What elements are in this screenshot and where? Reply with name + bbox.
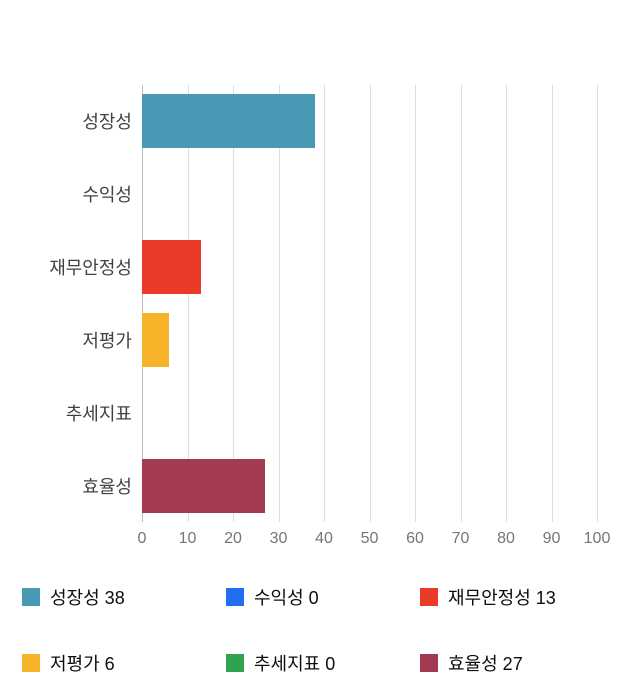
x-tick-label: 70	[451, 530, 470, 547]
x-tick-label: 20	[224, 530, 242, 547]
chart-row: 추세지표	[0, 376, 597, 449]
gridline-50	[369, 85, 371, 522]
x-tick-label: 0	[137, 530, 147, 547]
chart-row: 저평가	[0, 303, 597, 376]
x-tick-label: 60	[406, 530, 424, 547]
bar-track	[142, 312, 597, 367]
gridline-20	[233, 85, 234, 522]
category-label: 재무안정성	[49, 258, 132, 279]
legend-swatch-icon	[420, 588, 438, 606]
legend-label: 재무안정성 13	[448, 588, 556, 608]
x-tick-label: 90	[542, 530, 561, 547]
plot-area	[142, 85, 598, 522]
bar-track	[142, 458, 597, 513]
chart-row: 성장성	[0, 85, 597, 158]
legend-swatch-icon	[22, 654, 40, 672]
x-tick-label: 50	[360, 530, 379, 547]
chart-row: 수익성	[0, 158, 597, 231]
x-tick-label: 100	[583, 530, 611, 547]
x-tick-label: 40	[315, 530, 333, 547]
x-tick-label: 10	[178, 530, 197, 547]
gridline-60	[415, 85, 416, 522]
legend-item: 추세지표 0	[226, 650, 420, 676]
gridline-30	[278, 85, 280, 522]
gridline-80	[506, 85, 507, 522]
category-label: 추세지표	[65, 403, 132, 424]
bar-재무안정성	[142, 240, 202, 295]
legend-swatch-icon	[226, 588, 244, 606]
legend-swatch-icon	[420, 654, 438, 672]
bar-성장성	[142, 94, 315, 149]
x-tick-label: 30	[269, 530, 288, 547]
chart-row: 재무안정성	[0, 231, 597, 304]
gridline-70	[460, 85, 462, 522]
chart-legend: 성장성 38 수익성 0 재무안정성 13 저평가 6 추세지표 0 효율성 27	[0, 584, 640, 676]
x-tick-label: 80	[497, 530, 515, 547]
legend-item: 재무안정성 13	[420, 584, 640, 610]
legend-label: 성장성 38	[50, 588, 125, 608]
gridline-10	[187, 85, 189, 522]
legend-item: 성장성 38	[22, 584, 226, 610]
x-axis: 0 10 20 30 40 50 60 70 80 90 100	[138, 522, 611, 554]
legend-label: 추세지표 0	[254, 654, 336, 674]
bar-track	[142, 94, 597, 149]
legend-swatch-icon	[22, 588, 40, 606]
chart-row: 효율성	[0, 449, 597, 522]
bar-track	[142, 240, 597, 295]
gridline-40	[324, 85, 325, 522]
legend-item: 수익성 0	[226, 584, 420, 610]
bar-track	[142, 167, 597, 221]
bar-효율성	[142, 458, 265, 513]
legend-label: 수익성 0	[254, 588, 319, 608]
category-label: 성장성	[82, 112, 132, 133]
bar-track	[142, 386, 597, 440]
bar-저평가	[142, 312, 170, 367]
legend-item: 저평가 6	[22, 650, 226, 676]
legend-swatch-icon	[226, 654, 244, 672]
legend-item: 효율성 27	[420, 650, 640, 676]
category-label: 수익성	[82, 185, 132, 206]
gridline-100	[597, 85, 598, 522]
legend-label: 저평가 6	[50, 654, 115, 674]
gridline-0	[142, 85, 143, 522]
category-label: 저평가	[82, 330, 132, 351]
gridline-90	[551, 85, 553, 522]
category-label: 효율성	[82, 476, 132, 497]
legend-label: 효율성 27	[448, 654, 523, 674]
